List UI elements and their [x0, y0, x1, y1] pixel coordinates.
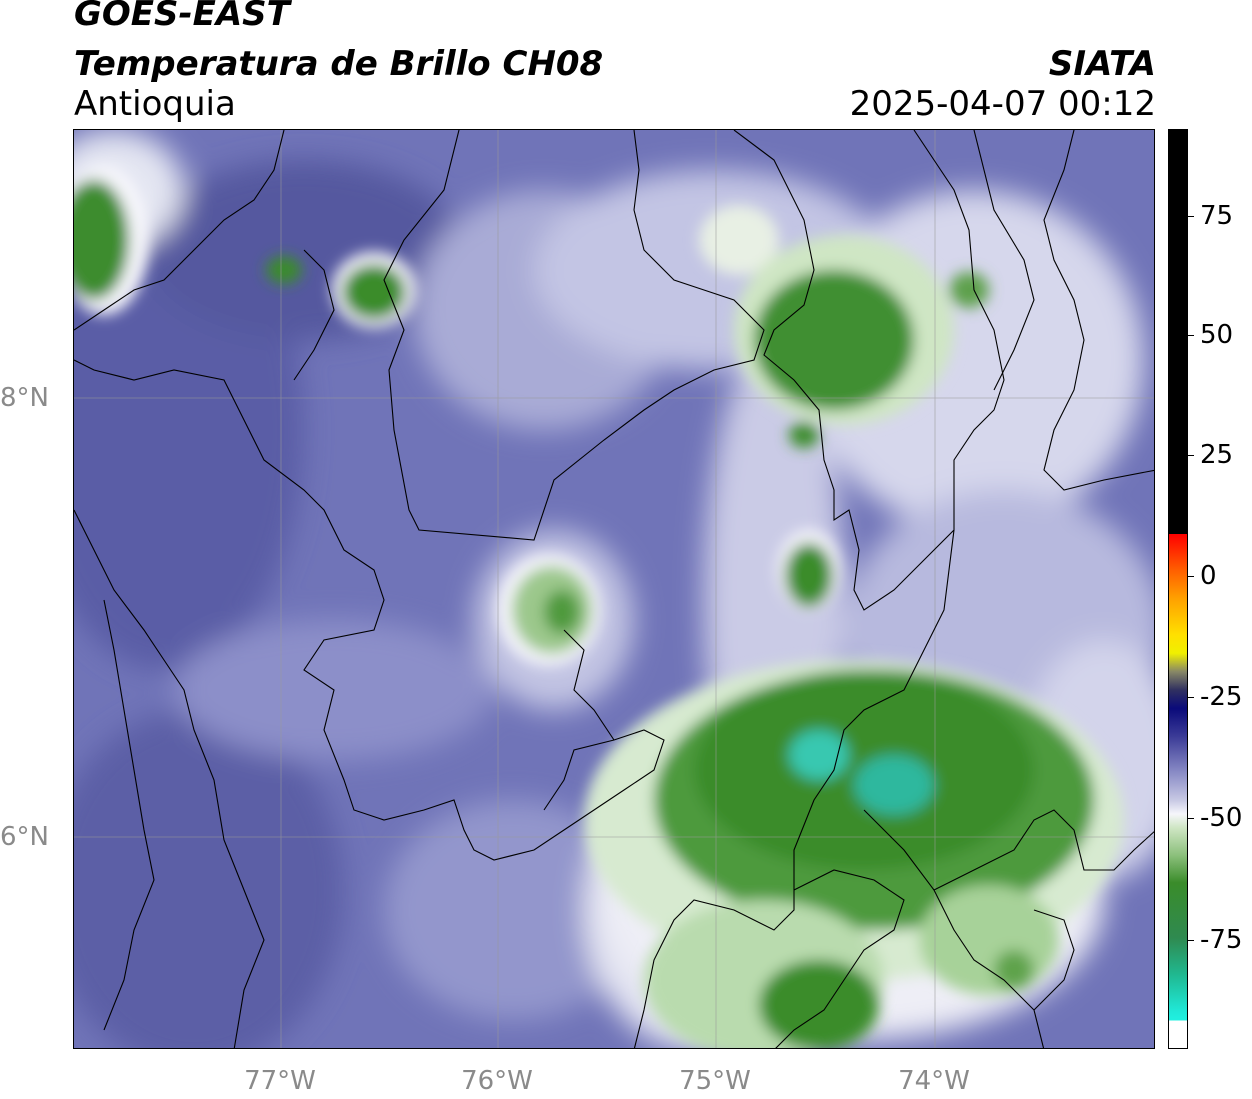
map-canvas: [74, 130, 1154, 1048]
colorbar-tick: [1188, 576, 1194, 577]
colorbar-label: -25: [1200, 682, 1243, 712]
satellite-title: GOES-EAST: [74, 0, 290, 34]
colorbar-tick: [1188, 818, 1194, 819]
longitude-label: 76°W: [461, 1066, 533, 1096]
graticule: [74, 130, 1154, 1048]
organization-label: SIATA: [1048, 44, 1156, 84]
colorbar-label: 25: [1200, 440, 1234, 470]
administrative-borders: [74, 130, 1154, 1048]
colorbar-label: 75: [1200, 201, 1234, 231]
latitude-label: 6°N: [0, 822, 49, 852]
colorbar-label: -50: [1200, 803, 1243, 833]
longitude-label: 77°W: [244, 1066, 316, 1096]
colorbar: [1168, 129, 1188, 1049]
longitude-label: 74°W: [898, 1066, 970, 1096]
colorbar-label: 50: [1200, 320, 1234, 350]
colorbar-tick: [1188, 335, 1194, 336]
brightness-temperature-map: [73, 129, 1155, 1049]
datetime-label: 2025-04-07 00:12: [849, 84, 1156, 124]
latitude-label: 8°N: [0, 383, 49, 413]
colorbar-tick: [1188, 455, 1194, 456]
region-title: Antioquia: [74, 84, 236, 124]
colorbar-tick: [1188, 216, 1194, 217]
colorbar-tick: [1188, 940, 1194, 941]
colorbar-tick: [1188, 697, 1194, 698]
product-title: Temperatura de Brillo CH08: [74, 44, 604, 84]
colorbar-label: 0: [1200, 561, 1217, 591]
longitude-label: 75°W: [679, 1066, 751, 1096]
colorbar-label: -75: [1200, 925, 1243, 955]
